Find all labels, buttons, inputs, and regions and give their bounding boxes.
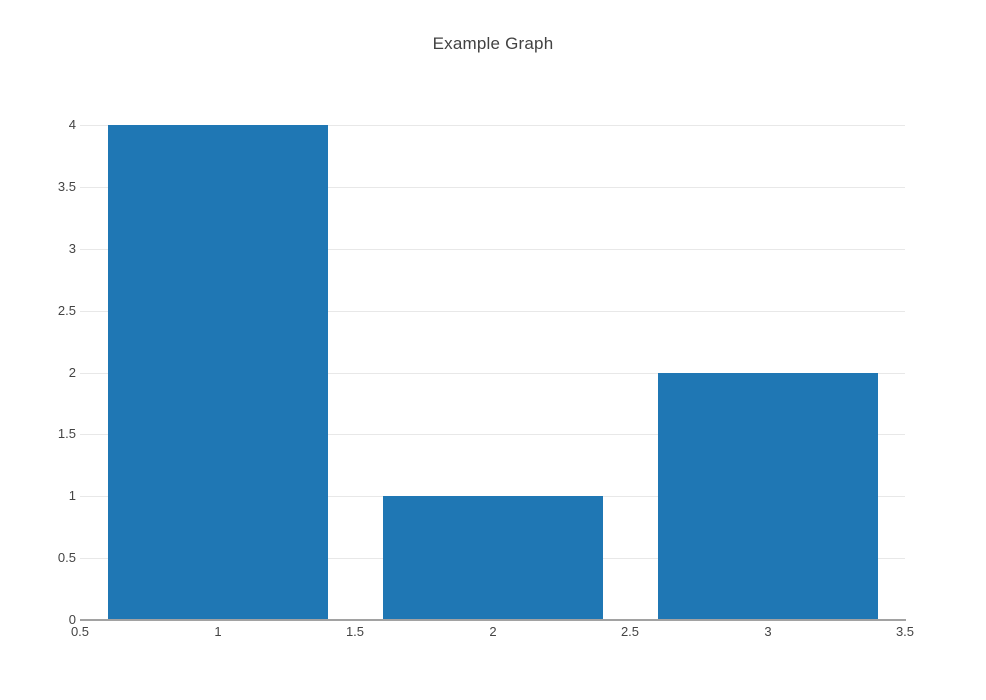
x-tick-label: 3 <box>764 624 772 639</box>
x-tick-label: 0.5 <box>70 624 90 639</box>
x-axis-line <box>80 619 906 621</box>
plot-area <box>80 125 905 621</box>
x-tick-label: 1.5 <box>345 624 365 639</box>
y-tick-label: 1.5 <box>57 426 76 441</box>
y-gridline <box>80 125 905 126</box>
y-gridline <box>80 373 905 374</box>
y-tick-label: 2 <box>68 365 76 380</box>
x-tick-label: 2.5 <box>620 624 640 639</box>
y-tick-label: 4 <box>68 117 76 132</box>
y-gridline <box>80 311 905 312</box>
y-tick-label: 3 <box>68 241 76 256</box>
bar-x3 <box>657 372 878 620</box>
x-tick-label: 1 <box>214 624 222 639</box>
x-tick-label: 2 <box>489 624 497 639</box>
y-gridline <box>80 434 905 435</box>
y-tick-label: 0.5 <box>57 550 76 565</box>
x-tick-label: 3.5 <box>895 624 915 639</box>
y-tick-label: 1 <box>68 488 76 503</box>
y-gridline <box>80 187 905 188</box>
y-gridline <box>80 249 905 250</box>
chart-title: Example Graph <box>432 34 554 53</box>
y-tick-label: 2.5 <box>57 303 76 318</box>
y-tick-label: 0 <box>68 612 76 627</box>
bar-x1 <box>107 125 328 620</box>
bar-x2 <box>382 496 603 620</box>
y-tick-label: 3.5 <box>57 179 76 194</box>
